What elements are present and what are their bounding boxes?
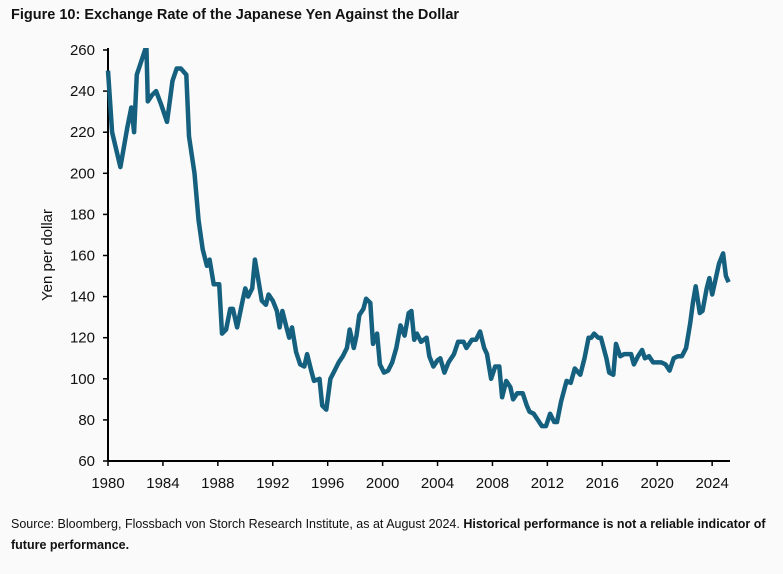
- y-tick-label: 80: [78, 412, 95, 429]
- y-tick-label: 160: [70, 248, 95, 265]
- x-tick-label: 2020: [641, 475, 674, 492]
- x-tick-label: 2004: [421, 475, 454, 492]
- y-tick-label: 120: [70, 330, 95, 347]
- x-tick-label: 1996: [311, 475, 344, 492]
- source-note: Source: Bloomberg, Flossbach von Storch …: [11, 514, 776, 556]
- x-tick-label: 2016: [586, 475, 619, 492]
- x-tick-label: 2012: [531, 475, 564, 492]
- x-tick-label: 2008: [476, 475, 509, 492]
- y-tick-label: 100: [70, 371, 95, 388]
- y-tick-label: 140: [70, 289, 95, 306]
- x-tick-label: 2000: [366, 475, 399, 492]
- x-tick-label: 1992: [256, 475, 289, 492]
- y-tick-label: 220: [70, 124, 95, 141]
- y-tick-label: 240: [70, 83, 95, 100]
- source-text: Source: Bloomberg, Flossbach von Storch …: [11, 517, 464, 531]
- y-tick-label: 180: [70, 206, 95, 223]
- x-tick-label: 2024: [695, 475, 728, 492]
- disclaimer-text: Historical performance is not a reliable…: [11, 517, 766, 552]
- y-axis-label: Yen per dollar: [39, 209, 56, 301]
- x-tick-label: 1984: [146, 475, 179, 492]
- x-tick-label: 1980: [91, 475, 124, 492]
- y-tick-label: 200: [70, 165, 95, 182]
- y-tick-label: 60: [78, 453, 95, 470]
- y-tick-label: 260: [70, 42, 95, 59]
- x-tick-label: 1988: [201, 475, 234, 492]
- series-line: [105, 48, 731, 429]
- chart-title: Figure 10: Exchange Rate of the Japanese…: [11, 7, 460, 23]
